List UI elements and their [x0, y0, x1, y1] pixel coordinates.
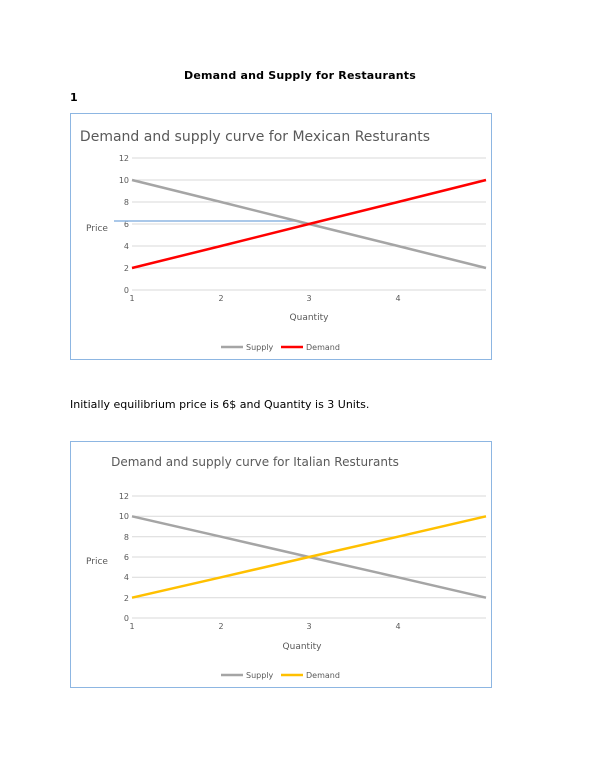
- svg-text:4: 4: [395, 622, 400, 631]
- legend-supply-label: Supply: [246, 671, 274, 680]
- svg-text:1: 1: [129, 294, 134, 303]
- svg-text:6: 6: [124, 220, 129, 229]
- svg-text:10: 10: [119, 176, 129, 185]
- chart-2-svg: Demand and supply curve for Italian Rest…: [86, 455, 487, 680]
- chart-1-gridlines: [132, 157, 486, 291]
- svg-text:6: 6: [124, 553, 129, 562]
- svg-text:8: 8: [124, 533, 129, 542]
- chart-1-y-ticks: 12 10 8 6 4 2 0: [119, 154, 129, 295]
- chart-2-title: Demand and supply curve for Italian Rest…: [111, 455, 399, 469]
- chart-2-demand-line: [131, 515, 487, 599]
- svg-text:12: 12: [119, 492, 129, 501]
- equilibrium-paragraph: Initially equilibrium price is 6$ and Qu…: [70, 398, 370, 411]
- chart-2-x-axis-label: Quantity: [283, 642, 323, 652]
- legend-supply-label: Supply: [246, 343, 274, 352]
- document-title: Demand and Supply for Restaurants: [184, 69, 416, 82]
- svg-text:2: 2: [218, 622, 223, 631]
- legend-demand-label: Demand: [306, 343, 340, 352]
- svg-text:1: 1: [129, 622, 134, 631]
- svg-text:0: 0: [124, 614, 129, 623]
- chart-1-title: Demand and supply curve for Mexican Rest…: [80, 129, 430, 145]
- chart-2-x-ticks: 1 2 3 4: [129, 622, 400, 631]
- svg-text:4: 4: [124, 242, 129, 251]
- chart-2-y-axis-label: Price: [86, 557, 108, 567]
- chart-2-y-ticks: 12 10 8 6 4 2 0: [119, 492, 129, 623]
- svg-text:10: 10: [119, 512, 129, 521]
- chart-1-legend: Supply Demand: [221, 343, 340, 352]
- svg-text:0: 0: [124, 286, 129, 295]
- chart-1-svg: Demand and supply curve for Mexican Rest…: [80, 129, 487, 352]
- legend-demand-label: Demand: [306, 671, 340, 680]
- svg-text:8: 8: [124, 198, 129, 207]
- svg-text:4: 4: [395, 294, 400, 303]
- section-number: 1: [70, 91, 78, 104]
- chart-1-demand-line: [131, 178, 487, 270]
- chart-italian-restaurants: Demand and supply curve for Italian Rest…: [70, 441, 492, 688]
- chart-1-x-axis-label: Quantity: [290, 313, 330, 323]
- svg-text:12: 12: [119, 154, 129, 163]
- svg-text:2: 2: [124, 264, 129, 273]
- chart-2-legend: Supply Demand: [221, 671, 340, 680]
- svg-text:3: 3: [306, 294, 311, 303]
- svg-text:2: 2: [124, 594, 129, 603]
- svg-text:3: 3: [306, 622, 311, 631]
- chart-1-x-ticks: 1 2 3 4: [129, 294, 400, 303]
- chart-2-gridlines: [132, 495, 486, 619]
- svg-text:4: 4: [124, 573, 129, 582]
- chart-1-y-axis-label: Price: [86, 224, 108, 234]
- chart-mexican-restaurants: Demand and supply curve for Mexican Rest…: [70, 113, 492, 360]
- svg-text:2: 2: [218, 294, 223, 303]
